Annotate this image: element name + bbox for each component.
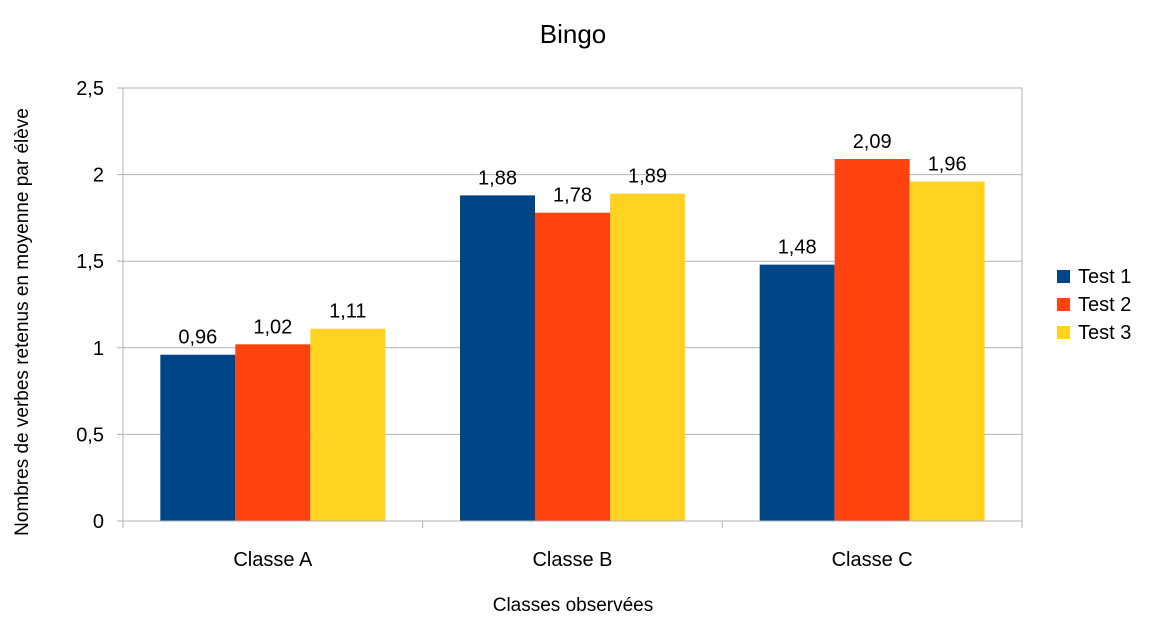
legend-label: Test 2 <box>1078 294 1131 316</box>
bar-value-label: 1,48 <box>778 237 817 259</box>
legend: Test 1 Test 2 Test 3 <box>1057 266 1131 344</box>
plot-frame <box>122 87 1023 522</box>
y-axis-title: Nombres de verbes retenus en moyenne par… <box>12 108 33 536</box>
x-tick-label: Classe C <box>832 549 913 571</box>
bars <box>160 159 985 522</box>
bar-value-label: 1,88 <box>478 167 517 189</box>
axes: 0 0,5 1 1,5 2 2,5 Classe A Classe B Classe C <box>76 78 1023 571</box>
bar-test-3-classe-c <box>909 181 985 521</box>
bar-value-label: 1,78 <box>553 185 592 207</box>
legend-label: Test 3 <box>1078 322 1131 344</box>
bar-value-label: 0,96 <box>178 327 217 349</box>
x-tick-label: Classe A <box>233 549 313 571</box>
bar-test-1-classe-c <box>759 264 835 521</box>
legend-label: Test 1 <box>1078 266 1131 288</box>
data-labels: 0,96 1,02 1,11 1,88 1,78 1,89 1,48 2,09 1,96 <box>178 131 966 349</box>
bar-value-label: 1,02 <box>253 316 292 338</box>
bar-test-2-classe-b <box>535 212 610 522</box>
y-tick-label: 0,5 <box>76 424 104 446</box>
bar-test-2-classe-a <box>235 344 311 521</box>
y-tick-label: 1 <box>93 338 104 360</box>
bar-test-3-classe-a <box>310 328 386 521</box>
bar-test-2-classe-c <box>834 159 910 521</box>
legend-swatch <box>1057 270 1070 283</box>
legend-swatch <box>1057 298 1070 311</box>
bar-test-3-classe-b <box>610 193 685 522</box>
bar-value-label: 1,11 <box>329 301 366 323</box>
chart-title: Bingo <box>540 19 607 49</box>
bar-test-1-classe-b <box>460 195 535 521</box>
y-tick-label: 0 <box>93 511 104 533</box>
y-tick-label: 2,5 <box>76 78 104 100</box>
bar-value-label: 1,89 <box>628 166 667 188</box>
bar-test-1-classe-a <box>160 354 236 521</box>
x-axis-title: Classes observées <box>493 595 654 616</box>
x-tick-label: Classe B <box>532 549 612 571</box>
y-tick-label: 1,5 <box>76 251 104 273</box>
bar-value-label: 2,09 <box>853 131 892 153</box>
y-tick-label: 2 <box>93 165 104 187</box>
bar-value-label: 1,96 <box>928 154 967 176</box>
legend-swatch <box>1057 326 1070 339</box>
